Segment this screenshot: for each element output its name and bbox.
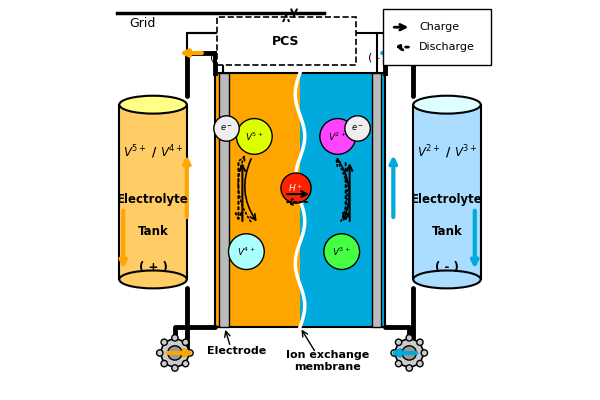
Circle shape [402,346,416,360]
Circle shape [406,365,412,371]
Polygon shape [300,73,385,327]
Circle shape [395,339,423,367]
Text: ( - ): ( - ) [435,261,459,274]
Circle shape [406,335,412,341]
Text: $V^{2+}$: $V^{2+}$ [328,130,347,143]
Circle shape [161,339,167,346]
Text: ( + ): ( + ) [210,52,235,62]
Circle shape [172,365,178,371]
Text: Discharge: Discharge [419,42,475,52]
Text: PCS: PCS [272,35,300,48]
Circle shape [421,350,428,356]
Ellipse shape [413,96,481,114]
Polygon shape [119,105,187,280]
Text: $e^-$: $e^-$ [220,124,233,133]
Polygon shape [215,73,300,327]
Text: Electrolyte: Electrolyte [411,194,483,206]
Circle shape [214,116,239,141]
Circle shape [161,339,189,367]
Text: $V^{2+}$ / $V^{3+}$: $V^{2+}$ / $V^{3+}$ [416,144,478,161]
Bar [383,9,491,65]
Text: $V^{3+}$: $V^{3+}$ [332,246,351,258]
Circle shape [320,118,356,154]
Ellipse shape [119,96,187,114]
Circle shape [395,339,402,346]
Text: Tank: Tank [137,225,169,238]
Text: $V^{4+}$: $V^{4+}$ [237,246,256,258]
Circle shape [168,346,182,360]
Circle shape [345,116,370,141]
Text: $e^-$: $e^-$ [351,124,364,133]
Circle shape [417,360,423,367]
Bar [217,17,356,65]
Text: ( + ): ( + ) [139,261,167,274]
Text: Tank: Tank [431,225,463,238]
Circle shape [157,350,163,356]
Text: Electrode: Electrode [207,346,266,356]
Text: ( - ): ( - ) [368,52,388,62]
Text: Grid: Grid [129,17,155,30]
Bar [371,73,382,327]
Circle shape [391,350,397,356]
Circle shape [417,339,423,346]
Circle shape [161,360,167,367]
Text: Ion exchange
membrane: Ion exchange membrane [286,350,370,372]
Text: $V^{5+}$: $V^{5+}$ [245,130,263,143]
Ellipse shape [119,270,187,288]
Text: $H^+$: $H^+$ [289,182,304,194]
Text: Electrolyte: Electrolyte [117,194,189,206]
Circle shape [324,234,359,270]
Circle shape [281,173,311,203]
Circle shape [229,234,264,270]
Polygon shape [413,105,481,280]
Text: Charge: Charge [419,22,459,32]
Circle shape [182,339,189,346]
Circle shape [187,350,193,356]
Circle shape [395,360,402,367]
Text: Flow battery cell: Flow battery cell [254,44,346,54]
Text: $V^{5+}$ / $V^{4+}$: $V^{5+}$ / $V^{4+}$ [122,144,184,161]
Circle shape [236,118,272,154]
Circle shape [182,360,189,367]
Bar [218,73,229,327]
Circle shape [172,335,178,341]
Ellipse shape [413,270,481,288]
